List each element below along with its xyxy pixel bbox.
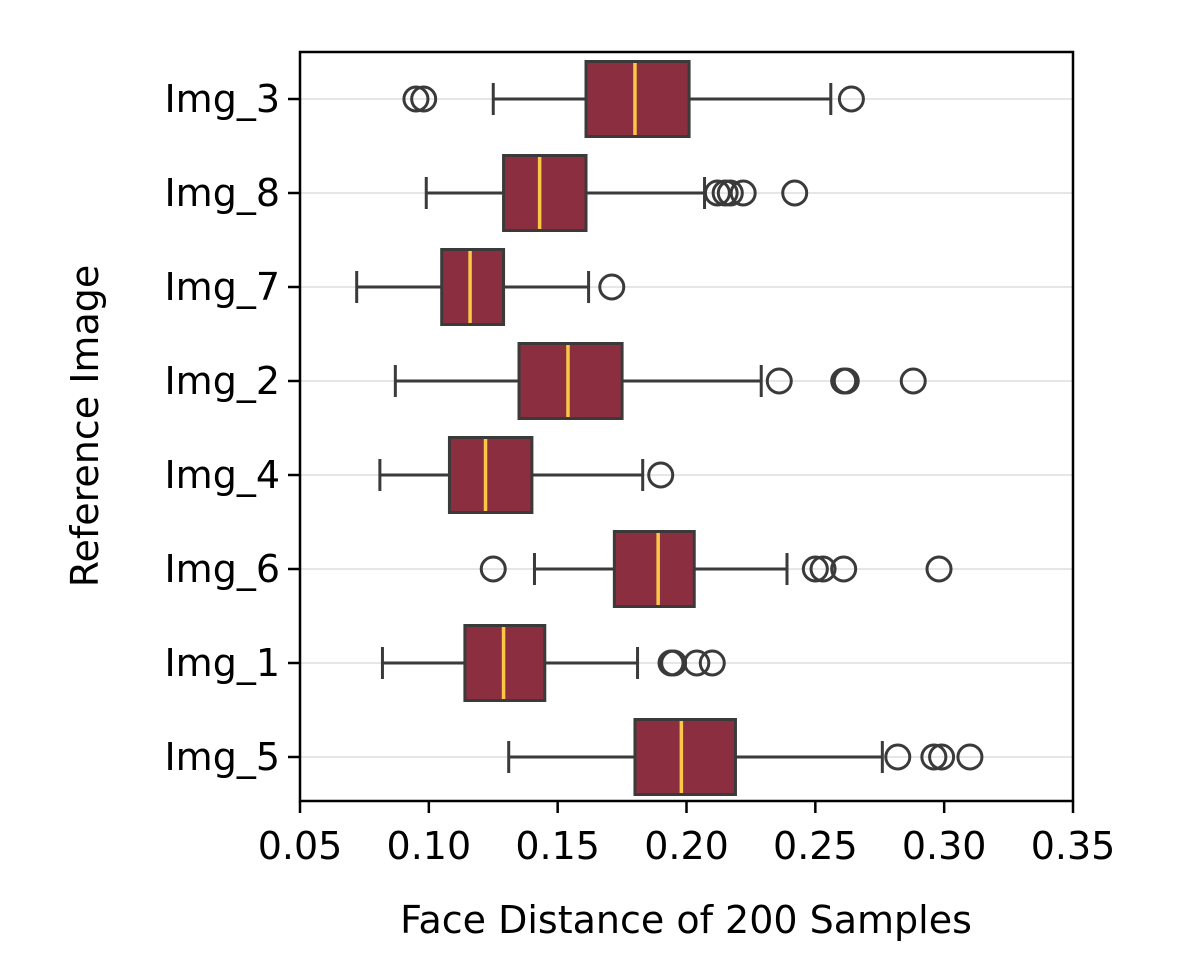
outlier-img-3-0: [402, 85, 430, 113]
outlier-img-8-4: [781, 179, 809, 207]
x-tick-label-1: 0.10: [387, 824, 472, 868]
outlier-img-6-0: [479, 555, 507, 583]
y-tick-label-img-6: Img_6: [164, 547, 280, 591]
box-img-8: [502, 154, 588, 232]
box-img-3: [584, 60, 691, 138]
box-group-img-5: [507, 718, 984, 796]
outlier-img-8-3: [729, 179, 757, 207]
outlier-img-5-1: [920, 743, 948, 771]
outlier-img-1-2: [683, 649, 711, 677]
box-img-5: [633, 718, 737, 796]
outlier-img-5-0: [884, 743, 912, 771]
box-group-img-3: [402, 60, 865, 138]
y-tick-label-img-3: Img_3: [164, 77, 280, 121]
outlier-img-5-3: [956, 743, 984, 771]
outlier-img-6-3: [830, 555, 858, 583]
outlier-img-6-2: [809, 555, 837, 583]
outlier-img-6-1: [801, 555, 829, 583]
y-tick-label-img-8: Img_8: [164, 171, 280, 215]
outlier-img-3-2: [837, 85, 865, 113]
box-group-img-4: [378, 436, 675, 514]
axis-layer: Img_3 Img_8 Img_7 Img_2 Img_4 Img_6 Img_1 Img_5…: [164, 77, 1115, 868]
y-tick-label-img-2: Img_2: [164, 359, 280, 403]
plot-frame: [298, 50, 1075, 803]
outlier-img-2-0: [765, 367, 793, 395]
outlier-img-2-3: [899, 367, 927, 395]
outlier-img-6-4: [925, 555, 953, 583]
box-img-6: [612, 530, 696, 608]
y-tick-label-img-4: Img_4: [164, 453, 280, 497]
x-tick-label-6: 0.35: [1031, 824, 1116, 868]
box-group-img-6: [479, 530, 953, 608]
box-group-img-8: [424, 154, 809, 232]
outlier-img-8-0: [703, 179, 731, 207]
box-layer: [355, 60, 984, 796]
x-tick-label-3: 0.20: [644, 824, 729, 868]
outlier-img-1-3: [698, 649, 726, 677]
box-img-4: [447, 436, 534, 514]
box-group-img-2: [393, 342, 927, 420]
y-tick-label-img-7: Img_7: [164, 265, 280, 309]
box-img-7: [440, 248, 506, 326]
outlier-img-3-1: [410, 85, 438, 113]
outlier-img-8-2: [716, 179, 744, 207]
x-tick-label-4: 0.25: [773, 824, 858, 868]
box-img-2: [517, 342, 624, 420]
outlier-img-2-2: [832, 367, 860, 395]
x-tick-label-2: 0.15: [515, 824, 600, 868]
y-tick-label-img-1: Img_1: [164, 641, 280, 685]
outlier-img-7-0: [598, 273, 626, 301]
x-tick-label-5: 0.30: [902, 824, 987, 868]
x-tick-label-0: 0.05: [258, 824, 343, 868]
y-axis-title: Reference Image: [63, 265, 107, 587]
outlier-img-4-0: [647, 461, 675, 489]
box-group-img-7: [355, 248, 626, 326]
x-axis-title: Face Distance of 200 Samples: [400, 898, 972, 942]
outlier-img-5-2: [928, 743, 956, 771]
box-group-img-1: [380, 624, 726, 702]
y-tick-label-img-5: Img_5: [164, 735, 280, 779]
